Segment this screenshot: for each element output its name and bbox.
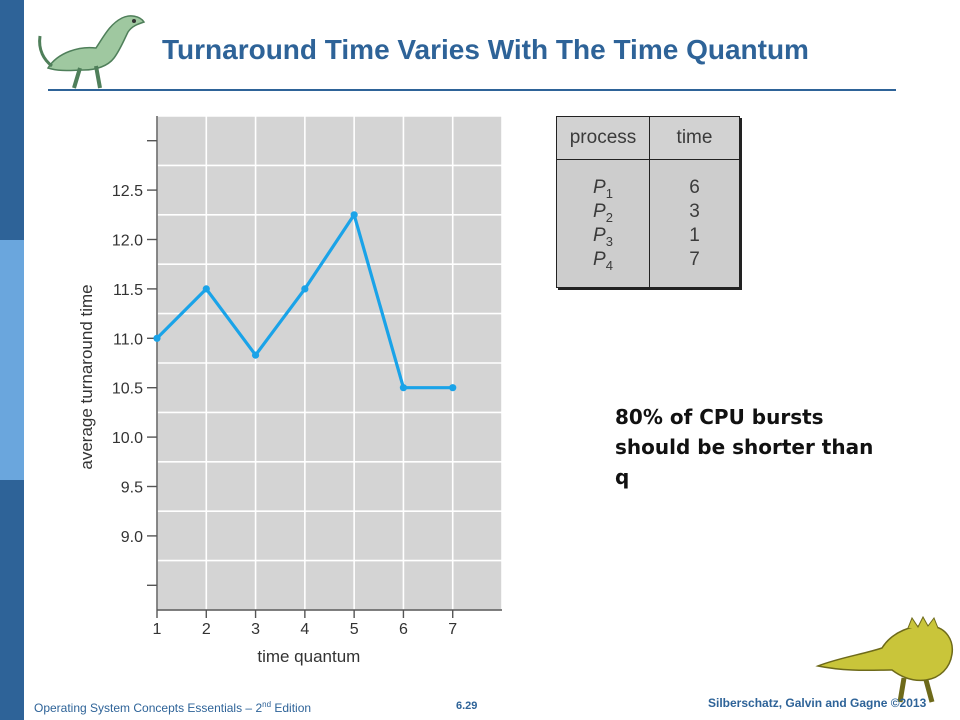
slide-sidebar [0, 0, 24, 720]
column-header-process: process [556, 116, 650, 160]
footer-copyright: Silberschatz, Galvin and Gagne ©2013 [708, 696, 927, 710]
y-axis-title: average turnaround time [77, 284, 96, 469]
y-tick-label: 11.0 [113, 331, 143, 348]
process-time: 3 [689, 200, 700, 222]
data-point [449, 384, 457, 392]
process-name: P [593, 200, 606, 222]
process-subscript: 3 [605, 233, 613, 249]
y-tick-label: 9.5 [121, 480, 143, 497]
process-time: 1 [689, 224, 700, 246]
footer-book-prefix: Operating System Concepts Essentials – 2 [34, 701, 263, 715]
dinosaur-footer-icon [815, 615, 954, 703]
y-tick-label: 11.5 [113, 282, 143, 299]
data-point [251, 351, 260, 359]
table-row: P1 [558, 176, 648, 201]
x-tick-label: 7 [448, 621, 457, 638]
column-header-time: time [649, 116, 740, 160]
process-name-cell: P1 P2 P3 P4 [556, 159, 650, 288]
y-tick-label: 12.5 [112, 183, 143, 200]
table-header-row: process time [556, 116, 740, 160]
x-tick-label: 1 [153, 621, 162, 638]
process-name: P [593, 176, 606, 198]
data-point [301, 285, 309, 293]
process-subscript: 4 [605, 257, 613, 273]
sidebar-highlight-band [0, 240, 24, 480]
page-number: 6.29 [456, 700, 478, 712]
chart-svg: 9.0 9.5 10.0 10.5 11.0 11.5 12.0 12.5 1 2 3 4 5 6 7 tim… [77, 115, 503, 666]
data-point [202, 285, 210, 293]
table-row: P3 [558, 224, 648, 249]
title-underline [48, 89, 896, 91]
x-tick-label: 5 [350, 621, 359, 638]
x-tick-label: 4 [300, 621, 309, 638]
footer-book-title: Operating System Concepts Essentials – 2… [34, 700, 311, 715]
process-table: process time P1 P2 P3 P4 6 3 1 7 [556, 116, 740, 288]
y-tick-label: 10.0 [112, 430, 143, 447]
table-row: P2 [558, 200, 648, 225]
process-time: 6 [689, 176, 700, 198]
x-axis-title: time quantum [257, 647, 360, 666]
process-subscript: 2 [605, 209, 613, 225]
process-name: P [593, 224, 606, 246]
table-body-row: P1 P2 P3 P4 6 3 1 7 [556, 159, 740, 288]
table-row: P4 [558, 248, 648, 273]
footer-book-sup: nd [262, 700, 272, 709]
turnaround-chart: 9.0 9.5 10.0 10.5 11.0 11.5 12.0 12.5 1 2 3 4 5 6 7 tim… [72, 112, 512, 672]
data-point [350, 211, 358, 219]
cpu-burst-note: 80% of CPU bursts should be shorter than… [615, 405, 874, 489]
process-time: 7 [689, 248, 700, 270]
dinosaur-logo-icon [38, 15, 146, 89]
x-tick-label: 3 [251, 621, 260, 638]
process-time-cell: 6 3 1 7 [649, 159, 740, 288]
x-tick-label: 6 [399, 621, 408, 638]
data-point [399, 384, 408, 392]
y-tick-label: 9.0 [121, 529, 143, 546]
process-subscript: 1 [605, 185, 613, 201]
y-tick-label: 12.0 [112, 233, 143, 250]
process-name: P [593, 248, 606, 270]
footer-book-suffix: Edition [271, 701, 312, 715]
data-point [153, 334, 161, 342]
slide-title: Turnaround Time Varies With The Time Qua… [162, 34, 809, 65]
x-tick-label: 2 [202, 621, 211, 638]
y-tick-label: 10.5 [112, 381, 143, 398]
